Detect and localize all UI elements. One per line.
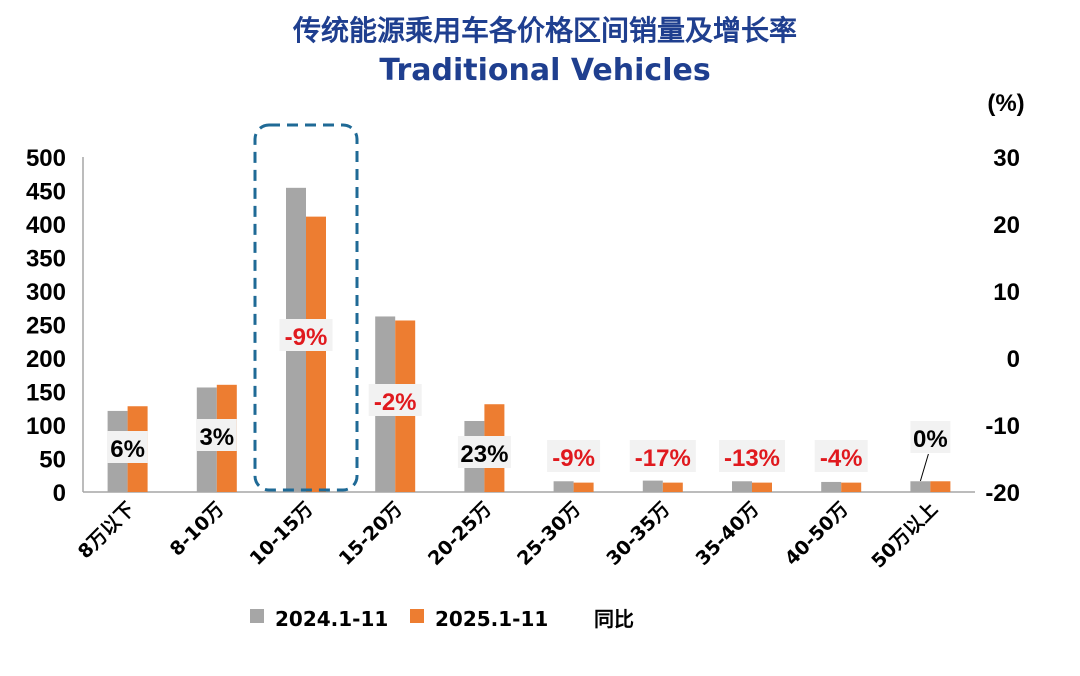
growth-label-bg [368,384,422,416]
chart-subtitle: Traditional Vehicles [379,53,710,88]
growth-label: -13% [724,445,780,472]
y-tick-left: 450 [26,179,66,206]
y-tick-left: 150 [26,380,66,407]
x-tick-label: 25-30万 [513,498,585,570]
bar-2024 [910,481,931,492]
y-tick-left: 350 [26,246,66,273]
growth-label-bg [279,319,333,351]
growth-label-bg [196,419,237,451]
bar-2025 [841,482,862,492]
right-axis-unit: (%) [987,90,1024,117]
growth-label: -17% [635,445,691,472]
bar-2025 [930,481,951,492]
y-tick-right: 20 [993,212,1020,239]
growth-label-bg [457,436,511,468]
y-tick-left: 200 [26,346,66,373]
growth-label-bg [910,421,951,453]
chart-title: 传统能源乘用车各价格区间销量及增长率 [292,14,797,47]
growth-label-bg [629,440,696,472]
growth-label: 6% [110,436,145,463]
bar-2024 [821,481,842,492]
growth-label-bg [107,431,148,463]
x-tick-label: 15-20万 [335,498,407,570]
x-tick-label: 50万以上 [867,498,942,573]
bar-2025 [573,482,594,492]
y-tick-left: 0 [53,480,66,507]
x-tick-label: 10-15万 [246,498,318,570]
growth-label: -4% [820,445,863,472]
y-tick-right: 0 [1007,346,1020,373]
growth-label: -9% [552,445,595,472]
legend: 2024.1-11 2025.1-11 同比 [250,607,634,631]
bar-2025 [752,482,772,492]
y-tick-left: 50 [39,447,66,474]
x-tick-label: 35-40万 [692,498,764,570]
y-tick-right: -10 [985,413,1020,440]
y-tick-right: 30 [993,145,1020,172]
x-tick-label: 8万以下 [74,498,139,563]
y-tick-left: 500 [26,145,66,172]
growth-label-bg [547,440,601,472]
bar-2025 [306,216,326,492]
growth-label-bg [814,440,868,472]
x-tick-label: 40-50万 [781,498,853,570]
y-tick-left: 250 [26,313,66,340]
growth-label: -9% [285,324,328,351]
y-tick-left: 400 [26,212,66,239]
growth-label: 3% [199,424,234,451]
x-tick-label: 30-35万 [602,498,674,570]
legend-swatch-2025 [410,609,424,623]
legend-label-2025: 2025.1-11 [435,607,548,631]
legend-label-2024: 2024.1-11 [275,607,388,631]
growth-label: -2% [374,389,417,416]
y-tick-left: 100 [26,413,66,440]
bar-2025 [662,482,683,492]
growth-label-leader [919,453,929,482]
bar-2024 [642,480,663,492]
growth-label: 0% [913,426,948,453]
y-tick-right: 10 [993,279,1020,306]
bar-2024 [553,481,574,492]
legend-label-growth: 同比 [594,607,634,631]
x-tick-label: 8-10万 [166,498,229,561]
y-tick-right: -20 [985,480,1020,507]
highlight-box [253,123,359,492]
x-tick-label: 20-25万 [424,498,496,570]
growth-label: 23% [460,441,508,468]
bar-2024 [732,481,752,492]
legend-swatch-2024 [250,609,264,623]
y-tick-left: 300 [26,279,66,306]
growth-label-bg [719,440,785,472]
